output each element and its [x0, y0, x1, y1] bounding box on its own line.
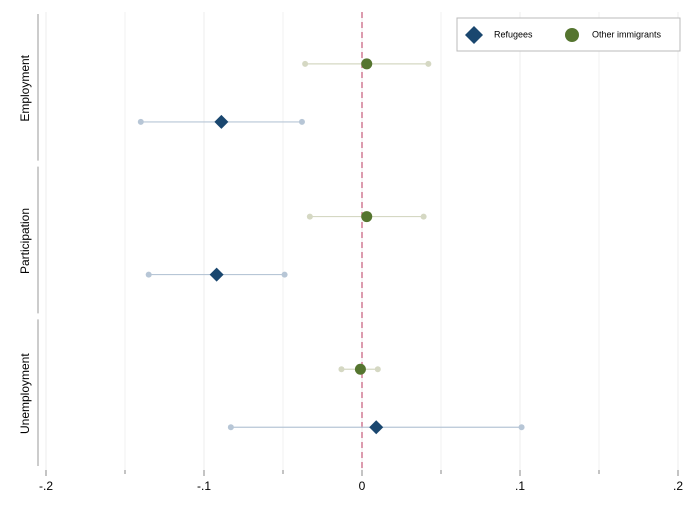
legend-label: Refugees [494, 29, 533, 39]
ci-end [338, 366, 345, 373]
point-estimate [209, 267, 224, 282]
x-tick-label: -.1 [197, 479, 211, 493]
legend-marker [565, 28, 579, 42]
ci-end [281, 271, 288, 278]
ci-end [518, 424, 525, 431]
group-label: Unemployment [18, 353, 32, 434]
ci-end [420, 213, 427, 220]
ci-end [425, 60, 432, 67]
legend-label: Other immigrants [592, 29, 662, 39]
point-estimate [361, 211, 373, 223]
ci-end [298, 118, 305, 125]
group-label: Participation [18, 208, 32, 274]
ci-end [137, 118, 144, 125]
point-estimate [369, 420, 384, 435]
point-estimate [361, 58, 373, 70]
legend-marker [465, 26, 483, 44]
ci-end [145, 271, 152, 278]
x-tick-label: .2 [673, 479, 683, 493]
ci-end [227, 424, 234, 431]
x-tick-label: 0 [359, 479, 366, 493]
point-estimate [354, 363, 366, 375]
point-estimate [214, 114, 229, 129]
ci-end [302, 60, 309, 67]
ci-end [374, 366, 381, 373]
x-tick-label: -.2 [39, 479, 53, 493]
group-label: Employment [18, 54, 32, 121]
x-tick-label: .1 [515, 479, 525, 493]
legend: Refugees Other immigrants [456, 17, 681, 52]
ci-end [306, 213, 313, 220]
